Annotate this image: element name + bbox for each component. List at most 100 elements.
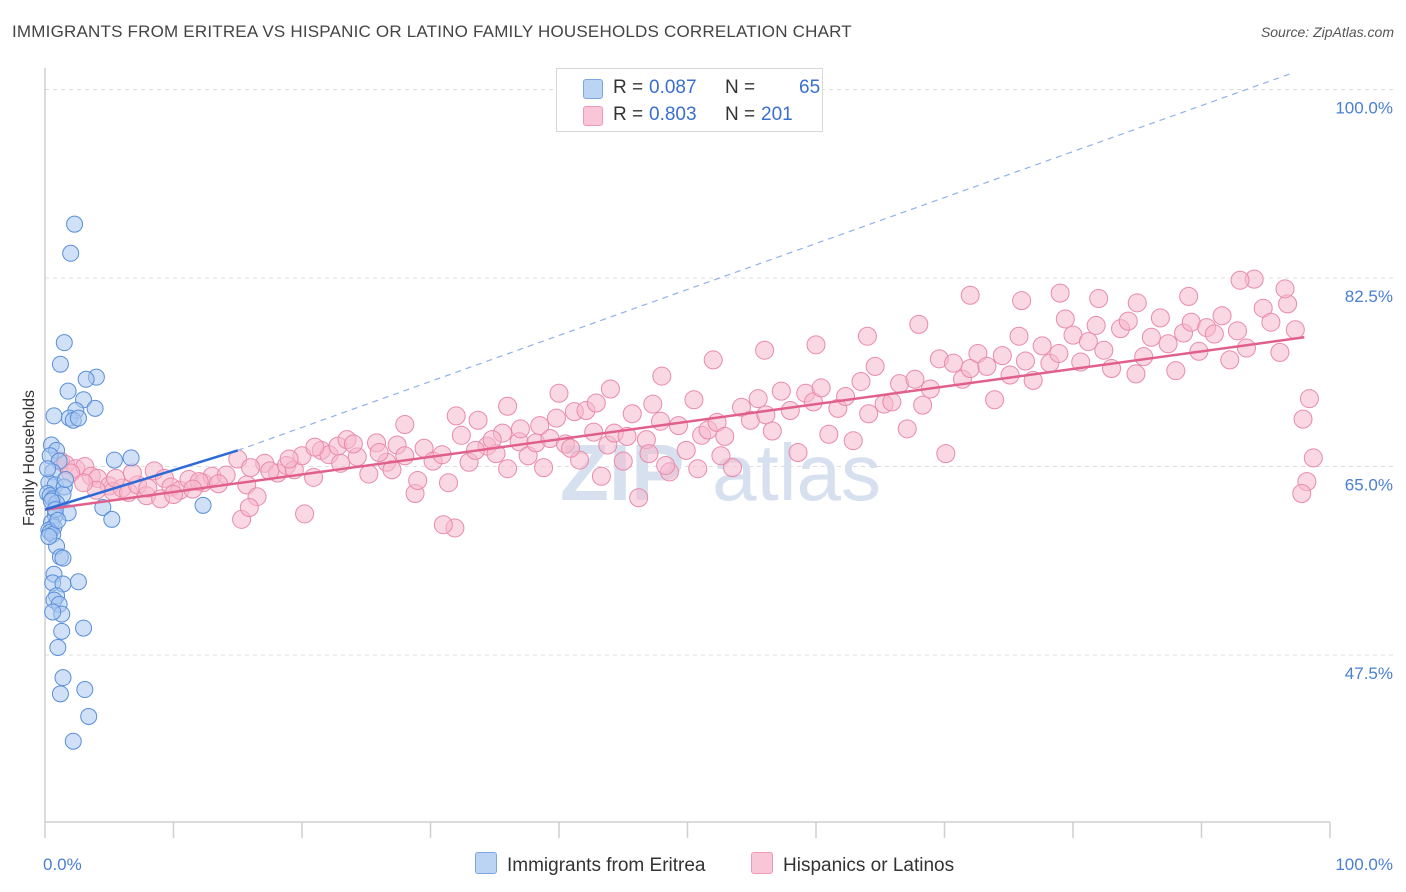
hispanic-point	[530, 416, 550, 436]
hispanic-point	[755, 340, 775, 360]
hispanic-point	[1212, 306, 1232, 326]
eritrea-point	[66, 215, 84, 233]
hispanic-point	[408, 471, 428, 491]
eritrea-point	[39, 460, 57, 478]
x-tick-label: 0.0%	[43, 855, 82, 874]
bottom-legend-eritrea: Immigrants from Eritrea	[475, 852, 705, 877]
hispanic-point	[756, 405, 776, 425]
hispanic-point	[1230, 270, 1250, 290]
hispanic-point	[1009, 326, 1029, 346]
hispanic-point	[1220, 350, 1240, 370]
eritrea-points	[39, 215, 212, 750]
hispanic-point	[74, 473, 94, 493]
hispanic-point	[643, 394, 663, 414]
eritrea-point	[69, 409, 87, 427]
hispanic-point	[239, 497, 259, 517]
hispanic-point	[851, 371, 871, 391]
bottom-legend-hispanic: Hispanics or Latinos	[751, 852, 954, 877]
hispanic-point	[584, 422, 604, 442]
hispanic-point	[913, 395, 933, 415]
hispanic-point	[811, 378, 831, 398]
legend-n-value: 201	[761, 104, 793, 125]
hispanic-point	[1292, 483, 1312, 503]
hispanic-point	[1158, 334, 1178, 354]
hispanic-point	[992, 346, 1012, 366]
hispanic-point	[1303, 448, 1323, 468]
eritrea-point	[69, 573, 87, 591]
eritrea-point	[59, 382, 77, 400]
correlation-legend: R = 0.087 N = 65 R = 0.803 N = 201	[556, 68, 823, 132]
hispanic-point	[711, 446, 731, 466]
hispanic-point	[546, 408, 566, 428]
hispanic-point	[806, 335, 826, 355]
hispanic-point	[1049, 343, 1069, 363]
legend-r-value: 0.803	[649, 104, 697, 125]
eritrea-point	[44, 603, 62, 621]
hispanic-point	[780, 401, 800, 421]
hispanic-point	[836, 387, 856, 407]
eritrea-point	[54, 669, 72, 687]
hispanic-point	[305, 437, 325, 457]
hispanic-point	[446, 406, 466, 426]
hispanic-point	[722, 458, 742, 478]
eritrea-point	[45, 407, 63, 425]
hispanic-point	[359, 464, 379, 484]
hispanic-point	[369, 443, 389, 463]
hispanic-trend-line	[44, 336, 1305, 511]
tick-labels: 100.0% 82.5% 65.0% 47.5% 0.0% 100.0%	[43, 99, 1393, 874]
hispanic-point	[1134, 347, 1154, 367]
hispanic-point	[1261, 312, 1281, 332]
hispanic-point	[676, 440, 696, 460]
hispanic-point	[395, 415, 415, 435]
eritrea-point	[40, 528, 58, 546]
x-tick-label: 100.0%	[1335, 855, 1393, 874]
y-axis-label: Family Households	[21, 390, 38, 526]
hispanic-point	[684, 390, 704, 410]
eritrea-point	[54, 549, 72, 567]
eritrea-point	[53, 622, 71, 640]
eritrea-point	[86, 399, 104, 417]
hispanic-point	[715, 426, 735, 446]
hispanic-points	[50, 269, 1323, 538]
hispanic-point	[731, 397, 751, 417]
legend-n-value: 65	[799, 77, 821, 98]
legend-n-label: N =	[725, 77, 756, 98]
hispanic-point	[639, 444, 659, 464]
bottom-legend-swatch-eritrea	[475, 852, 497, 874]
hispanic-point	[788, 443, 808, 463]
eritrea-point	[51, 685, 69, 703]
hispanic-point	[122, 463, 142, 483]
eritrea-point	[76, 681, 94, 699]
hispanic-point	[382, 460, 402, 480]
hispanic-point	[613, 451, 633, 471]
source-label: Source: ZipAtlas.com	[1260, 24, 1394, 40]
hispanic-point	[652, 366, 672, 386]
legend-r-value: 0.087	[649, 77, 697, 98]
hispanic-point	[438, 473, 458, 493]
hispanic-point	[669, 416, 689, 436]
hispanic-point	[498, 396, 518, 416]
hispanic-point	[771, 381, 791, 401]
eritrea-point	[105, 451, 123, 469]
y-tick-label: 100.0%	[1335, 99, 1393, 118]
legend-r-label: R =	[613, 77, 644, 98]
hispanic-point	[865, 356, 885, 376]
hispanic-point	[1089, 289, 1109, 309]
hispanic-point	[1118, 311, 1138, 331]
eritrea-point	[55, 334, 73, 352]
hispanic-point	[1150, 308, 1170, 328]
eritrea-point	[49, 511, 67, 529]
hispanic-point	[586, 393, 606, 413]
hispanic-point	[1127, 293, 1147, 313]
legend-swatch-hispanic	[583, 106, 603, 126]
hispanic-point	[1015, 351, 1035, 371]
hispanic-point	[762, 421, 782, 441]
hispanic-point	[241, 458, 261, 478]
hispanic-point	[534, 458, 554, 478]
hispanic-point	[909, 314, 929, 334]
eritrea-point	[122, 449, 140, 467]
bottom-legend-label-hispanic: Hispanics or Latinos	[783, 855, 955, 876]
eritrea-point	[77, 370, 95, 388]
hispanic-point	[1032, 336, 1052, 356]
